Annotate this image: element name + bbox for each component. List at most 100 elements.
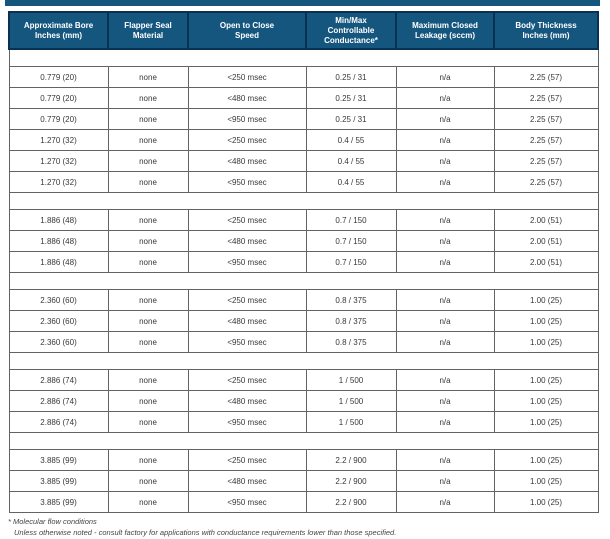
table-row: 1.886 (48) none <480 msec 0.7 / 150 n/a …: [8, 230, 599, 252]
cell-seal: none: [107, 491, 189, 513]
table-row: 0.779 (20) none <250 msec 0.25 / 31 n/a …: [8, 66, 599, 88]
spacer-row: [8, 49, 599, 67]
cell-thickness: 2.25 (57): [493, 171, 599, 193]
cell-speed: <250 msec: [187, 209, 307, 231]
cell-bore: 2.886 (74): [8, 369, 109, 391]
spacer-row: [8, 352, 599, 370]
cell-conductance: 0.8 / 375: [305, 331, 397, 353]
cell-thickness: 1.00 (25): [493, 491, 599, 513]
header-conductance: Min/Max Controllable Conductance*: [305, 11, 397, 50]
cell-leakage: n/a: [395, 150, 495, 172]
cell-leakage: n/a: [395, 66, 495, 88]
cell-conductance: 0.25 / 31: [305, 87, 397, 109]
table-row: 3.885 (99) none <250 msec 2.2 / 900 n/a …: [8, 449, 599, 471]
header-row: Approximate Bore Inches (mm) Flapper Sea…: [8, 11, 599, 50]
cell-bore: 1.886 (48): [8, 251, 109, 273]
cell-seal: none: [107, 150, 189, 172]
spacer-cell: [8, 432, 599, 450]
top-accent-bar: [5, 0, 600, 6]
cell-seal: none: [107, 209, 189, 231]
cell-conductance: 0.25 / 31: [305, 66, 397, 88]
spacer-cell: [8, 272, 599, 290]
cell-speed: <950 msec: [187, 331, 307, 353]
cell-speed: <480 msec: [187, 150, 307, 172]
cell-leakage: n/a: [395, 129, 495, 151]
cell-bore: 1.886 (48): [8, 209, 109, 231]
header-body-thickness: Body Thickness Inches (mm): [493, 11, 599, 50]
cell-bore: 2.886 (74): [8, 390, 109, 412]
cell-conductance: 1 / 500: [305, 411, 397, 433]
cell-conductance: 0.7 / 150: [305, 230, 397, 252]
cell-leakage: n/a: [395, 108, 495, 130]
footnote-consult-factory: Unless otherwise noted - consult factory…: [14, 527, 397, 537]
cell-bore: 2.886 (74): [8, 411, 109, 433]
cell-seal: none: [107, 251, 189, 273]
cell-thickness: 2.00 (51): [493, 209, 599, 231]
cell-bore: 1.270 (32): [8, 129, 109, 151]
table-row: 2.360 (60) none <250 msec 0.8 / 375 n/a …: [8, 289, 599, 311]
cell-seal: none: [107, 289, 189, 311]
cell-speed: <480 msec: [187, 470, 307, 492]
cell-bore: 2.360 (60): [8, 331, 109, 353]
cell-thickness: 1.00 (25): [493, 449, 599, 471]
cell-conductance: 0.7 / 150: [305, 251, 397, 273]
header-bore: Approximate Bore Inches (mm): [8, 11, 109, 50]
cell-seal: none: [107, 230, 189, 252]
valve-spec-table: Approximate Bore Inches (mm) Flapper Sea…: [8, 11, 599, 513]
cell-conductance: 2.2 / 900: [305, 491, 397, 513]
cell-bore: 0.779 (20): [8, 66, 109, 88]
cell-thickness: 1.00 (25): [493, 369, 599, 391]
cell-leakage: n/a: [395, 491, 495, 513]
spacer-cell: [8, 49, 599, 67]
cell-seal: none: [107, 390, 189, 412]
cell-leakage: n/a: [395, 251, 495, 273]
cell-thickness: 2.00 (51): [493, 251, 599, 273]
cell-seal: none: [107, 449, 189, 471]
cell-bore: 3.885 (99): [8, 470, 109, 492]
cell-seal: none: [107, 411, 189, 433]
cell-leakage: n/a: [395, 171, 495, 193]
cell-thickness: 1.00 (25): [493, 289, 599, 311]
cell-speed: <950 msec: [187, 108, 307, 130]
cell-conductance: 0.25 / 31: [305, 108, 397, 130]
cell-speed: <480 msec: [187, 310, 307, 332]
table-row: 1.270 (32) none <250 msec 0.4 / 55 n/a 2…: [8, 129, 599, 151]
cell-conductance: 1 / 500: [305, 369, 397, 391]
cell-seal: none: [107, 87, 189, 109]
cell-leakage: n/a: [395, 87, 495, 109]
cell-thickness: 1.00 (25): [493, 411, 599, 433]
table-row: 2.886 (74) none <480 msec 1 / 500 n/a 1.…: [8, 390, 599, 412]
cell-leakage: n/a: [395, 449, 495, 471]
cell-conductance: 0.7 / 150: [305, 209, 397, 231]
cell-bore: 2.360 (60): [8, 289, 109, 311]
cell-bore: 1.886 (48): [8, 230, 109, 252]
cell-speed: <480 msec: [187, 230, 307, 252]
cell-conductance: 1 / 500: [305, 390, 397, 412]
cell-conductance: 0.4 / 55: [305, 150, 397, 172]
cell-bore: 3.885 (99): [8, 491, 109, 513]
spacer-row: [8, 432, 599, 450]
cell-speed: <950 msec: [187, 491, 307, 513]
cell-conductance: 0.4 / 55: [305, 129, 397, 151]
table-row: 1.270 (32) none <950 msec 0.4 / 55 n/a 2…: [8, 171, 599, 193]
cell-leakage: n/a: [395, 331, 495, 353]
cell-speed: <250 msec: [187, 129, 307, 151]
cell-bore: 1.270 (32): [8, 150, 109, 172]
table-row: 1.886 (48) none <250 msec 0.7 / 150 n/a …: [8, 209, 599, 231]
spacer-cell: [8, 352, 599, 370]
cell-leakage: n/a: [395, 390, 495, 412]
cell-conductance: 0.8 / 375: [305, 310, 397, 332]
cell-leakage: n/a: [395, 470, 495, 492]
cell-bore: 0.779 (20): [8, 87, 109, 109]
cell-speed: <950 msec: [187, 251, 307, 273]
table-row: 3.885 (99) none <480 msec 2.2 / 900 n/a …: [8, 470, 599, 492]
footnote-molecular-flow: * Molecular flow conditions: [8, 517, 97, 526]
cell-leakage: n/a: [395, 230, 495, 252]
cell-thickness: 2.25 (57): [493, 129, 599, 151]
cell-seal: none: [107, 331, 189, 353]
cell-speed: <480 msec: [187, 87, 307, 109]
cell-leakage: n/a: [395, 369, 495, 391]
cell-speed: <250 msec: [187, 66, 307, 88]
table-row: 2.360 (60) none <480 msec 0.8 / 375 n/a …: [8, 310, 599, 332]
cell-leakage: n/a: [395, 289, 495, 311]
